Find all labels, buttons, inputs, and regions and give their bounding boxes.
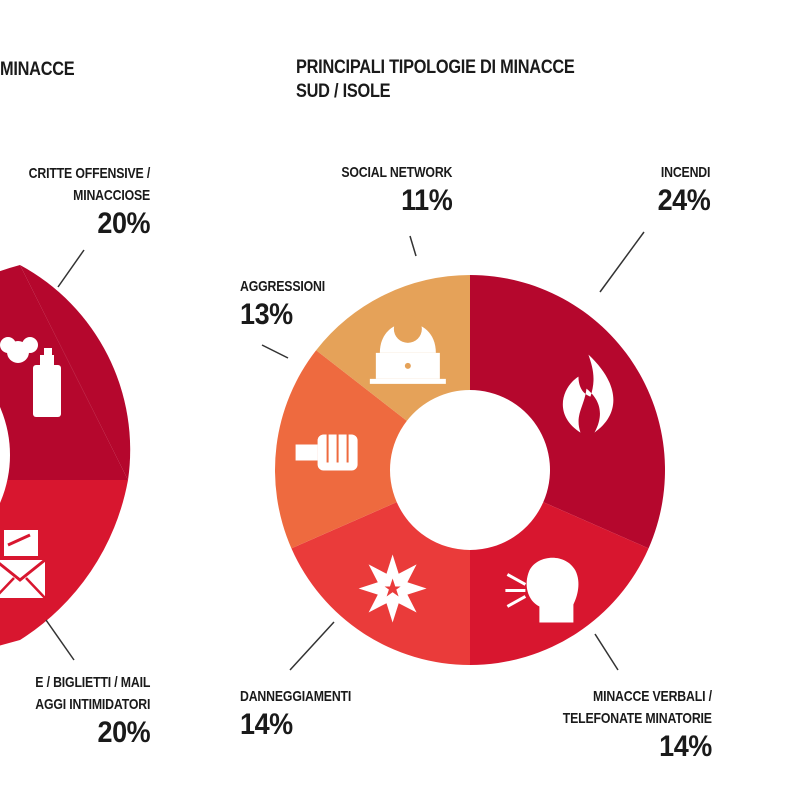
left-label-biglietti: E / BIGLIETTI / MAIL AGGI INTIMIDATORI 2…: [10, 672, 150, 750]
left-label-scritte: CRITTE OFFENSIVE / MINACCIOSE 20%: [2, 163, 151, 241]
left-slice-scritte: [0, 265, 128, 480]
envelope-icon: [0, 530, 46, 599]
label-verbali-pct: 14%: [659, 730, 712, 763]
label-verbali: MINACCE VERBALI / TELEFONATE MINATORIE 1…: [530, 686, 713, 764]
spray-can-icon: [0, 337, 61, 417]
label-aggressioni: AGGRESSIONI 13%: [240, 276, 344, 332]
left-donut: [0, 249, 131, 661]
chart-subtitle: SUD / ISOLE: [296, 81, 391, 102]
main-icons: [295, 314, 614, 623]
left-label-biglietti-line2: AGGI INTIMIDATORI: [35, 696, 150, 713]
label-incendi-pct: 24%: [657, 184, 710, 217]
leader-verbali: [594, 633, 619, 671]
label-incendi: INCENDI 24%: [650, 162, 710, 218]
leader-lines: [261, 231, 645, 671]
left-label-scritte-pct: 20%: [97, 207, 150, 240]
leader-social: [409, 235, 417, 257]
left-leader-scritte: [57, 249, 85, 288]
label-social-name: SOCIAL NETWORK: [341, 164, 452, 181]
left-chart-title: MINACCE: [0, 59, 75, 80]
left-label-scritte-line1: CRITTE OFFENSIVE /: [28, 165, 151, 182]
label-verbali-line1: MINACCE VERBALI /: [593, 688, 712, 705]
left-slice-biglietti: [0, 480, 128, 646]
label-danneggiamenti-pct: 14%: [240, 708, 293, 741]
leader-incendi: [599, 231, 645, 293]
label-aggressioni-name: AGGRESSIONI: [240, 278, 325, 295]
label-danneggiamenti-name: DANNEGGIAMENTI: [240, 688, 352, 705]
left-slice-scritte-arc: [20, 265, 131, 480]
left-donut-hole: [0, 407, 10, 503]
label-social-pct: 11%: [400, 184, 453, 217]
fire-icon: [562, 354, 614, 433]
fist-icon: [295, 434, 358, 471]
left-label-scritte-line2: MINACCIOSE: [73, 187, 150, 204]
shouting-head-icon: [505, 557, 579, 623]
label-social: SOCIAL NETWORK 11%: [317, 162, 452, 218]
hacker-laptop-icon: [369, 314, 446, 384]
leader-danneggiamenti: [289, 621, 335, 671]
label-danneggiamenti: DANNEGGIAMENTI 14%: [240, 686, 376, 742]
label-verbali-line2: TELEFONATE MINATORIE: [562, 710, 712, 727]
chart-title: PRINCIPALI TIPOLOGIE DI MINACCE: [296, 57, 575, 78]
left-label-biglietti-line1: E / BIGLIETTI / MAIL: [35, 674, 150, 691]
label-incendi-name: INCENDI: [660, 164, 711, 181]
label-aggressioni-pct: 13%: [240, 298, 293, 331]
left-label-biglietti-pct: 20%: [97, 716, 150, 749]
left-leader-biglietti: [45, 619, 75, 661]
explosion-icon: [358, 554, 427, 623]
leader-aggressioni: [261, 344, 289, 359]
